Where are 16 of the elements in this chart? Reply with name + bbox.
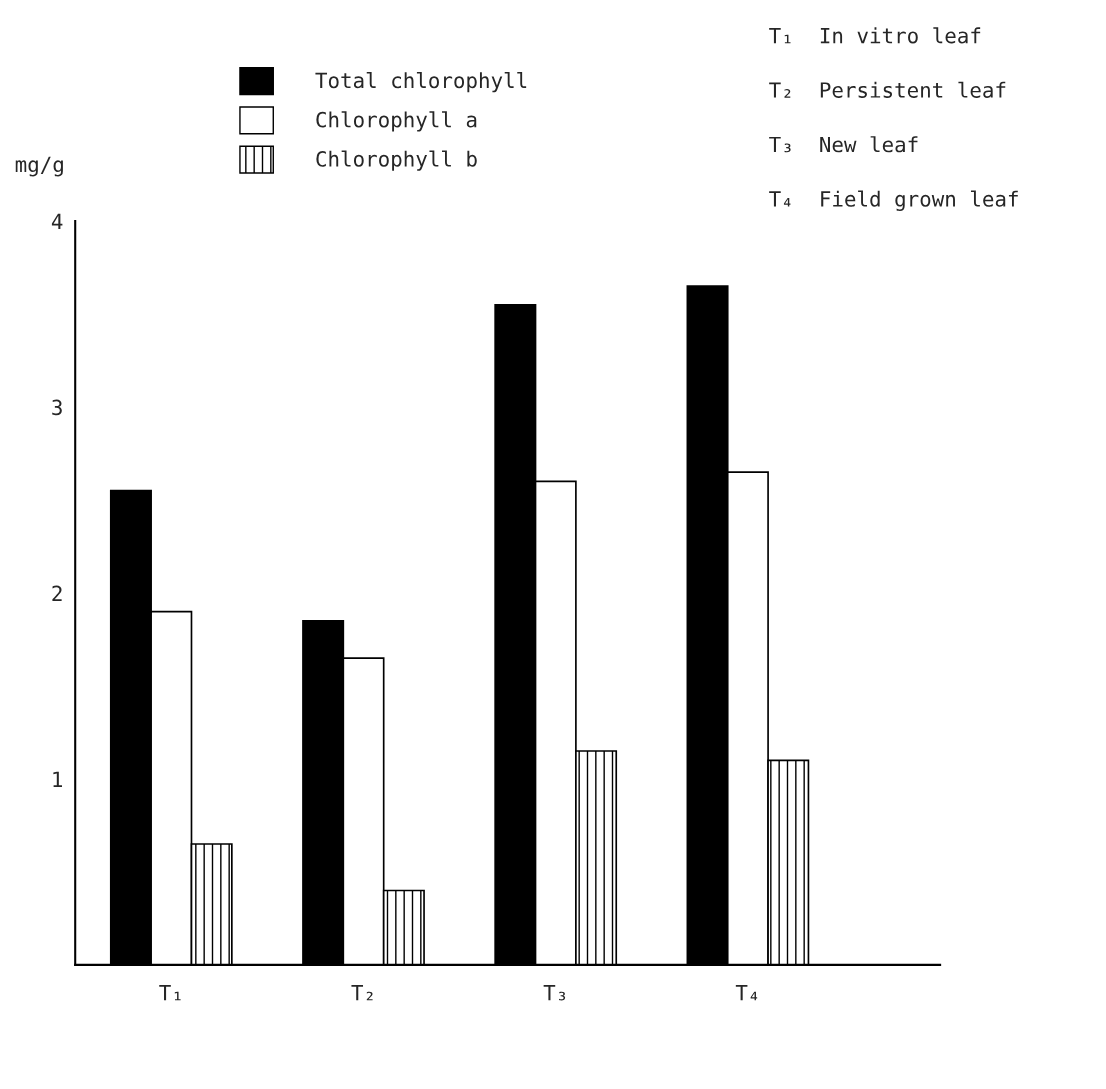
text: T₁ In vitro leaf — [769, 27, 981, 44]
x-tick-label: T₂ — [351, 985, 373, 1001]
x-tick-label: T₁ — [159, 985, 181, 1001]
x-tick-label: T₄ — [735, 985, 758, 1001]
legend-label: Chlorophyll a — [316, 111, 477, 132]
y-tick-label: 2 — [52, 585, 62, 601]
y-tick-label: 3 — [52, 399, 62, 416]
x-tick-label: T₃ — [543, 985, 566, 1001]
legend-label: Total chlorophyll — [315, 72, 527, 93]
y-axis-title: mg/g — [15, 156, 63, 177]
y-tick-label: 1 — [53, 771, 62, 787]
text: T₂ Persistent leaf — [769, 81, 1006, 98]
text: T₄ Field grown leaf — [769, 190, 1018, 211]
legend-label: Chlorophyll b — [316, 150, 477, 171]
text: T₃ New leaf — [769, 136, 918, 153]
y-tick-label: 4 — [51, 213, 63, 230]
